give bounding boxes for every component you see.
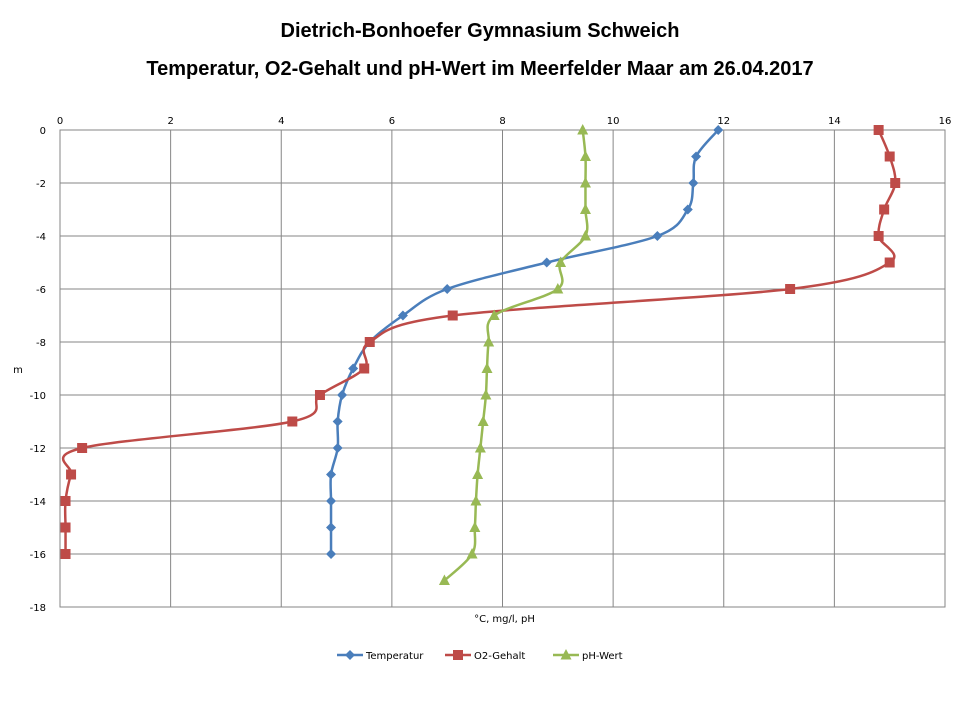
x-tick-label: 10 [607,116,620,127]
data-point-o2-gehalt [359,363,370,374]
y-tick-label: -12 [30,444,46,455]
series-line-ph-wert [443,129,589,582]
legend-marker [560,649,572,660]
legend-item-ph-wert: pH-Wert [553,649,623,662]
data-point-ph-wert [438,574,450,585]
data-point-o2-gehalt [447,310,458,321]
x-axis-label: °C, mg/l, pH [474,614,535,625]
data-point-o2-gehalt [60,496,71,506]
data-point-temperatur [326,549,337,559]
data-point-ph-wert [579,230,591,241]
data-point-o2-gehalt [66,469,77,480]
data-point-ph-wert [552,283,564,294]
legend: Temperatur O2-Gehalt pH-Wert [337,649,623,662]
data-point-o2-gehalt [873,125,884,135]
y-tick-label: -16 [30,550,46,561]
data-point-temperatur [332,443,343,453]
data-point-temperatur [652,231,663,241]
data-point-o2-gehalt [60,522,71,533]
data-point-o2-gehalt [60,549,71,559]
data-point-ph-wert [579,203,591,214]
data-point-o2-gehalt [314,390,325,400]
legend-item-temperatur: Temperatur [337,650,424,662]
data-point-ph-wert [577,124,589,135]
data-point-temperatur [326,496,337,506]
data-point-ph-wert [474,442,486,453]
chart-subtitle: Temperatur, O2-Gehalt und pH-Wert im Mee… [146,58,814,80]
data-point-o2-gehalt [884,151,895,162]
data-point-ph-wert [466,548,478,559]
x-tick-labels: 0 2 4 6 8 10 12 14 16 [57,116,952,127]
legend-item-o2-gehalt: O2-Gehalt [445,650,525,662]
plot-area-border [59,129,946,608]
y-tick-label: -10 [30,391,46,402]
data-point-o2-gehalt [884,257,895,268]
data-point-temperatur [332,416,343,427]
legend-label: pH-Wert [582,651,623,662]
data-point-ph-wert [472,468,484,479]
data-point-temperatur [682,204,693,215]
legend-label: O2-Gehalt [474,651,525,662]
y-tick-label: 0 [40,126,46,137]
gridlines [59,129,946,608]
y-tick-labels: 0 -2 -4 -6 -8 -10 -12 -14 -16 -18 [30,126,46,614]
data-point-temperatur [337,390,348,400]
data-point-temperatur [442,284,453,294]
x-tick-label: 8 [499,116,505,127]
x-tick-label: 14 [828,116,841,127]
data-point-temperatur [348,363,359,374]
x-tick-label: 4 [278,116,284,127]
chart-title: Dietrich-Bonhoefer Gymnasium Schweich [280,20,680,42]
x-tick-label: 16 [939,116,952,127]
legend-marker [345,650,355,660]
y-tick-label: -6 [36,285,46,296]
data-point-temperatur [397,310,408,321]
x-tick-label: 2 [167,116,173,127]
data-point-o2-gehalt [287,416,298,427]
data-point-ph-wert [470,495,482,506]
data-point-ph-wert [480,389,492,400]
y-tick-label: -2 [36,179,46,190]
y-tick-label: -18 [30,603,46,614]
data-point-temperatur [541,257,552,268]
data-point-ph-wert [469,521,481,532]
data-point-o2-gehalt [873,231,884,241]
legend-marker [453,650,463,660]
data-point-o2-gehalt [879,204,890,215]
data-point-temperatur [691,151,702,162]
y-axis-label: m [13,365,23,376]
data-point-ph-wert [579,177,591,188]
data-point-temperatur [713,125,724,135]
data-point-ph-wert [477,415,489,426]
x-tick-label: 6 [389,116,395,127]
data-point-temperatur [326,522,337,533]
data-point-o2-gehalt [890,178,901,188]
data-point-o2-gehalt [785,284,796,294]
y-tick-label: -4 [36,232,46,243]
data-point-temperatur [326,469,337,480]
data-point-ph-wert [488,309,500,320]
series-group [60,124,901,585]
data-point-ph-wert [579,150,591,161]
y-tick-label: -8 [36,338,46,349]
data-point-ph-wert [481,362,493,373]
data-point-o2-gehalt [77,443,88,453]
x-tick-label: 0 [57,116,63,127]
x-tick-label: 12 [717,116,730,127]
series-ph-wert [438,124,591,585]
legend-label: Temperatur [365,651,424,662]
series-o2-gehalt [60,125,901,559]
data-point-temperatur [688,178,699,188]
data-point-ph-wert [483,336,495,347]
y-tick-label: -14 [30,497,46,508]
data-point-ph-wert [555,256,567,267]
data-point-o2-gehalt [364,337,375,347]
